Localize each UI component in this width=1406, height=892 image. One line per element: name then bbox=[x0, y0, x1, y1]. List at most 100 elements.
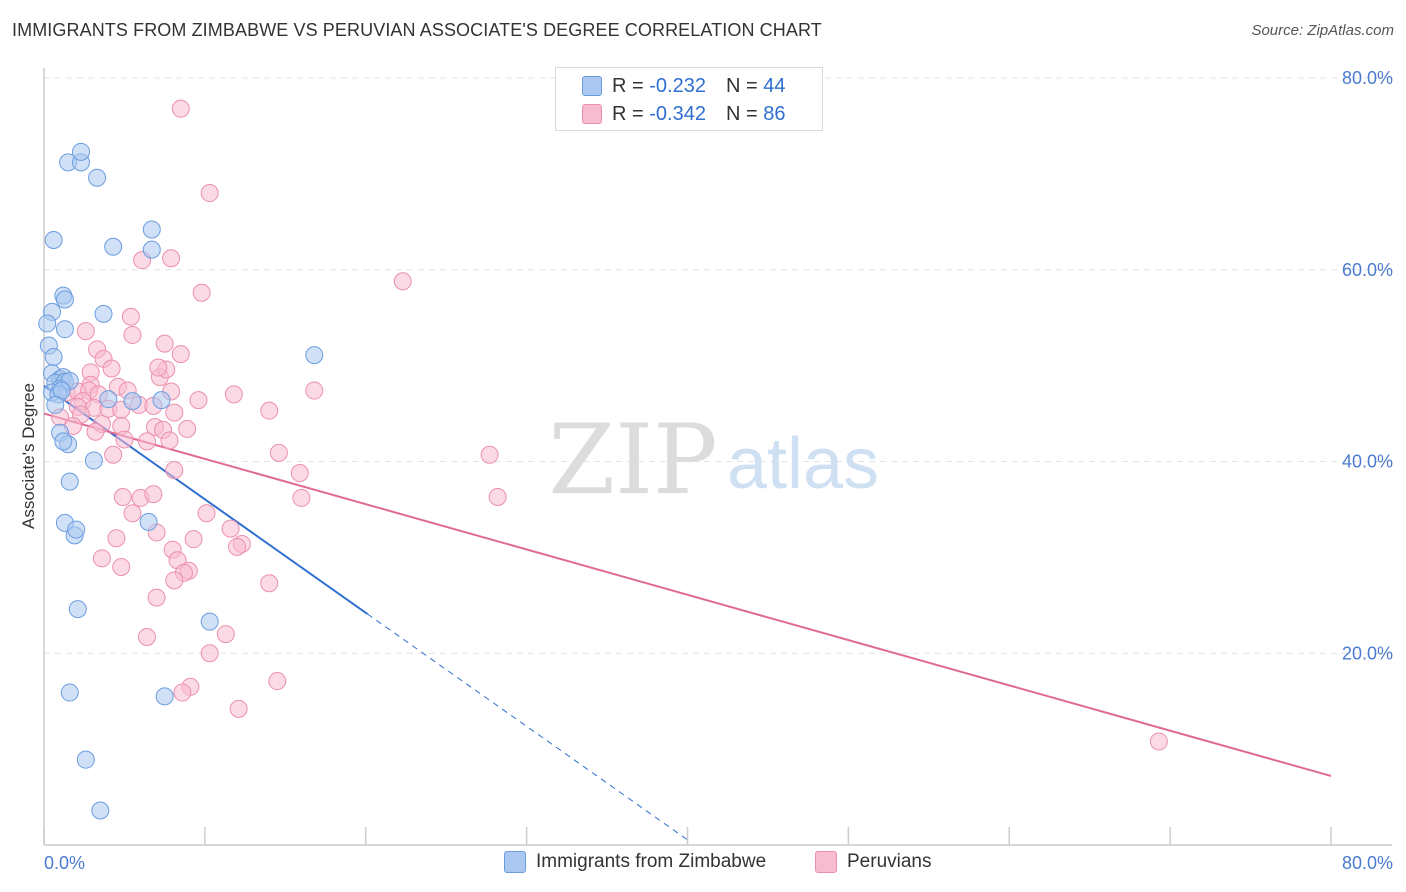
data-point-peruvians bbox=[121, 307, 140, 326]
data-point-zimbabwe bbox=[44, 347, 63, 366]
legend-r-label: R = bbox=[612, 74, 644, 97]
axes bbox=[43, 68, 1392, 846]
data-point-zimbabwe bbox=[44, 231, 63, 250]
data-point-peruvians bbox=[137, 627, 156, 646]
legend-n-value: 44 bbox=[763, 74, 786, 97]
x-tick-label: 80.0% bbox=[1342, 853, 1393, 873]
data-point-peruvians bbox=[92, 549, 111, 568]
data-point-peruvians bbox=[171, 345, 190, 364]
data-point-peruvians bbox=[171, 99, 190, 118]
data-point-zimbabwe bbox=[142, 240, 161, 259]
data-point-peruvians bbox=[216, 625, 235, 644]
data-point-zimbabwe bbox=[155, 687, 174, 706]
legend-item-zimbabwe: Immigrants from Zimbabwe bbox=[504, 851, 766, 873]
data-point-peruvians bbox=[229, 699, 248, 718]
data-point-peruvians bbox=[178, 419, 197, 438]
data-point-peruvians bbox=[189, 391, 208, 410]
data-point-peruvians bbox=[144, 485, 163, 504]
data-point-peruvians bbox=[292, 488, 311, 507]
trend-line-zimbabwe-extension bbox=[367, 613, 688, 841]
data-point-zimbabwe bbox=[123, 392, 142, 411]
data-point-peruvians bbox=[123, 325, 142, 344]
data-point-zimbabwe bbox=[46, 395, 65, 414]
grid-lines bbox=[44, 77, 1392, 654]
chart-title: IMMIGRANTS FROM ZIMBABWE VS PERUVIAN ASS… bbox=[12, 20, 822, 40]
data-point-zimbabwe bbox=[55, 320, 74, 339]
source-label: Source: ZipAtlas.com bbox=[1251, 22, 1394, 39]
data-point-peruvians bbox=[268, 672, 287, 691]
data-point-peruvians bbox=[165, 403, 184, 422]
data-point-peruvians bbox=[165, 571, 184, 590]
data-point-zimbabwe bbox=[99, 390, 118, 409]
legend-stats: R = -0.232 N = 44 R = -0.342 N = 86 bbox=[555, 67, 823, 131]
data-point-peruvians bbox=[260, 574, 279, 593]
data-point-zimbabwe bbox=[76, 750, 95, 769]
data-point-peruvians bbox=[224, 385, 243, 404]
data-point-zimbabwe bbox=[139, 512, 158, 531]
data-point-peruvians bbox=[107, 529, 126, 548]
data-point-peruvians bbox=[162, 249, 181, 268]
data-point-zimbabwe bbox=[60, 683, 79, 702]
data-point-zimbabwe bbox=[38, 314, 57, 333]
data-point-zimbabwe bbox=[54, 432, 73, 451]
y-axis-label: Associate's Degree bbox=[19, 383, 38, 529]
legend-n-label: N = bbox=[725, 102, 758, 125]
legend-swatch-zimbabwe bbox=[582, 76, 602, 96]
legend-item-peruvians: Peruvians bbox=[815, 851, 932, 873]
tick-labels: 20.0% 40.0% 60.0% 80.0% 0.0% 80.0% bbox=[44, 68, 1393, 873]
data-point-zimbabwe bbox=[67, 520, 86, 539]
legend-r-value: -0.342 bbox=[649, 102, 706, 125]
y-tick-label: 60.0% bbox=[1342, 260, 1393, 280]
watermark-atlas: atlas bbox=[727, 424, 879, 504]
data-point-peruvians bbox=[76, 322, 95, 341]
data-point-peruvians bbox=[488, 487, 507, 506]
data-point-peruvians bbox=[147, 588, 166, 607]
data-point-peruvians bbox=[192, 283, 211, 302]
data-point-peruvians bbox=[102, 359, 121, 378]
data-point-peruvians bbox=[173, 683, 192, 702]
data-point-peruvians bbox=[269, 443, 288, 462]
x-tick-label: 0.0% bbox=[44, 853, 85, 873]
data-point-zimbabwe bbox=[84, 451, 103, 470]
data-point-peruvians bbox=[137, 432, 156, 451]
data-point-zimbabwe bbox=[72, 142, 91, 161]
data-point-peruvians bbox=[197, 504, 216, 523]
watermark-zip: ZIP bbox=[548, 404, 717, 516]
data-point-peruvians bbox=[155, 334, 174, 353]
trend-line-peruvians bbox=[43, 412, 1332, 777]
data-point-peruvians bbox=[228, 537, 247, 556]
legend-label-zimbabwe: Immigrants from Zimbabwe bbox=[536, 851, 767, 872]
data-point-zimbabwe bbox=[94, 304, 113, 323]
data-point-peruvians bbox=[1149, 732, 1168, 751]
data-point-zimbabwe bbox=[55, 290, 74, 309]
data-point-zimbabwe bbox=[305, 346, 324, 365]
series-zimbabwe-points bbox=[38, 142, 324, 820]
data-point-peruvians bbox=[393, 272, 412, 291]
data-point-zimbabwe bbox=[152, 391, 171, 410]
data-point-peruvians bbox=[86, 422, 105, 441]
legend-n-value: 86 bbox=[763, 102, 786, 125]
data-point-zimbabwe bbox=[91, 801, 110, 820]
y-tick-label: 80.0% bbox=[1342, 68, 1393, 88]
legend-n-label: N = bbox=[725, 74, 758, 97]
data-point-peruvians bbox=[112, 557, 131, 576]
data-point-zimbabwe bbox=[68, 600, 87, 619]
legend-r-value: -0.232 bbox=[649, 74, 706, 97]
data-point-peruvians bbox=[113, 487, 132, 506]
data-point-peruvians bbox=[480, 445, 499, 464]
data-point-peruvians bbox=[200, 644, 219, 663]
data-point-peruvians bbox=[104, 445, 123, 464]
data-point-peruvians bbox=[305, 381, 324, 400]
y-tick-label: 20.0% bbox=[1342, 643, 1393, 663]
data-point-zimbabwe bbox=[104, 237, 123, 256]
legend-r-label: R = bbox=[612, 102, 644, 125]
data-point-zimbabwe bbox=[142, 220, 161, 239]
data-point-peruvians bbox=[149, 358, 168, 377]
data-point-zimbabwe bbox=[88, 168, 107, 187]
legend-swatch-peruvians bbox=[815, 851, 837, 873]
data-point-peruvians bbox=[165, 461, 184, 480]
data-point-zimbabwe bbox=[200, 612, 219, 631]
legend-swatch-peruvians bbox=[582, 104, 602, 124]
legend-stats-row-zimbabwe: R = -0.232 N = 44 bbox=[582, 72, 785, 100]
